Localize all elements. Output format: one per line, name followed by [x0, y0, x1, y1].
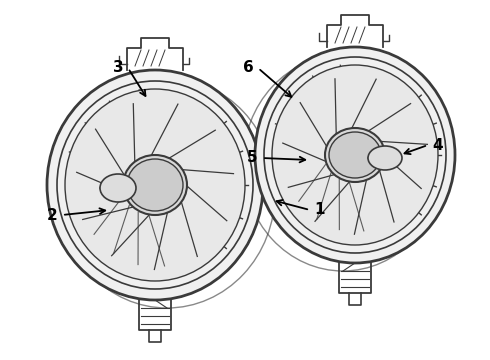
- Text: 4: 4: [433, 138, 443, 153]
- Ellipse shape: [127, 159, 183, 211]
- Ellipse shape: [123, 155, 187, 215]
- Ellipse shape: [272, 65, 438, 245]
- Ellipse shape: [65, 89, 245, 281]
- Ellipse shape: [57, 81, 253, 289]
- Text: 1: 1: [315, 202, 325, 217]
- Ellipse shape: [255, 47, 455, 263]
- Ellipse shape: [47, 70, 263, 300]
- Text: 5: 5: [246, 150, 257, 166]
- Ellipse shape: [368, 146, 402, 170]
- Text: 2: 2: [47, 207, 57, 222]
- Ellipse shape: [329, 132, 381, 178]
- Ellipse shape: [325, 128, 385, 182]
- Ellipse shape: [100, 174, 136, 202]
- Ellipse shape: [264, 57, 446, 253]
- Text: 3: 3: [113, 60, 123, 76]
- Text: 6: 6: [243, 60, 253, 76]
